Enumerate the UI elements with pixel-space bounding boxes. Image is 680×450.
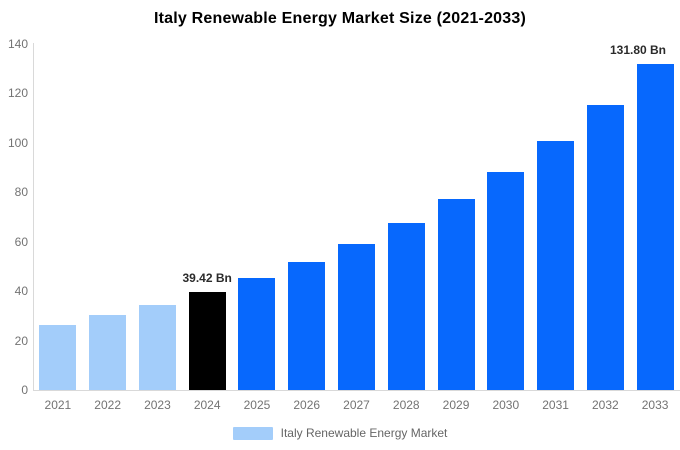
x-tick-label-2029: 2029 xyxy=(442,398,470,412)
x-axis-line xyxy=(33,390,680,391)
y-tick-label: 0 xyxy=(21,383,28,397)
y-tick-label: 20 xyxy=(14,333,28,348)
bar-2033[interactable] xyxy=(636,63,674,390)
x-tick-label-2025: 2025 xyxy=(243,398,271,412)
y-axis-line xyxy=(33,43,34,391)
y-tick-label: 60 xyxy=(14,234,28,249)
bar-2026[interactable] xyxy=(288,262,326,390)
x-tick-label-2033: 2033 xyxy=(641,398,669,412)
bar-2031[interactable] xyxy=(537,140,575,390)
value-label-2033: 131.80 Bn xyxy=(609,42,667,57)
x-tick-label-2026: 2026 xyxy=(293,398,321,412)
x-tick-label-2022: 2022 xyxy=(94,398,121,412)
bar-2030[interactable] xyxy=(487,171,525,390)
legend-label: Italy Renewable Energy Market xyxy=(280,426,448,440)
bar-2032[interactable] xyxy=(586,104,624,390)
bar-2024[interactable] xyxy=(188,292,226,390)
bar-2021[interactable] xyxy=(39,324,77,390)
x-tick-label-2028: 2028 xyxy=(392,398,420,412)
bar-2028[interactable] xyxy=(387,223,425,390)
bar-2027[interactable] xyxy=(338,244,375,390)
chart-title: Italy Renewable Energy Market Size (2021… xyxy=(153,10,527,27)
bar-2023[interactable] xyxy=(138,304,176,390)
legend-item[interactable]: Italy Renewable Energy Market xyxy=(0,426,680,440)
x-tick-label-2032: 2032 xyxy=(591,398,619,412)
x-tick-label-2021: 2021 xyxy=(44,398,72,412)
x-tick-label-2027: 2027 xyxy=(343,398,370,412)
value-label-2024: 39.42 Bn xyxy=(182,271,232,286)
bar-2029[interactable] xyxy=(437,199,475,390)
x-tick-label-2023: 2023 xyxy=(144,398,171,412)
x-tick-label-2030: 2030 xyxy=(492,398,520,412)
bar-2022[interactable] xyxy=(89,315,127,390)
bar-2025[interactable] xyxy=(238,278,276,390)
y-tick-label: 120 xyxy=(7,86,28,100)
y-tick-label: 80 xyxy=(14,185,28,199)
x-tick-label-2031: 2031 xyxy=(542,398,569,412)
y-tick-label: 140 xyxy=(7,36,28,51)
y-tick-label: 100 xyxy=(7,135,28,150)
y-tick-label: 40 xyxy=(14,284,28,298)
legend-swatch xyxy=(232,426,273,440)
x-tick-label-2024: 2024 xyxy=(193,398,221,412)
